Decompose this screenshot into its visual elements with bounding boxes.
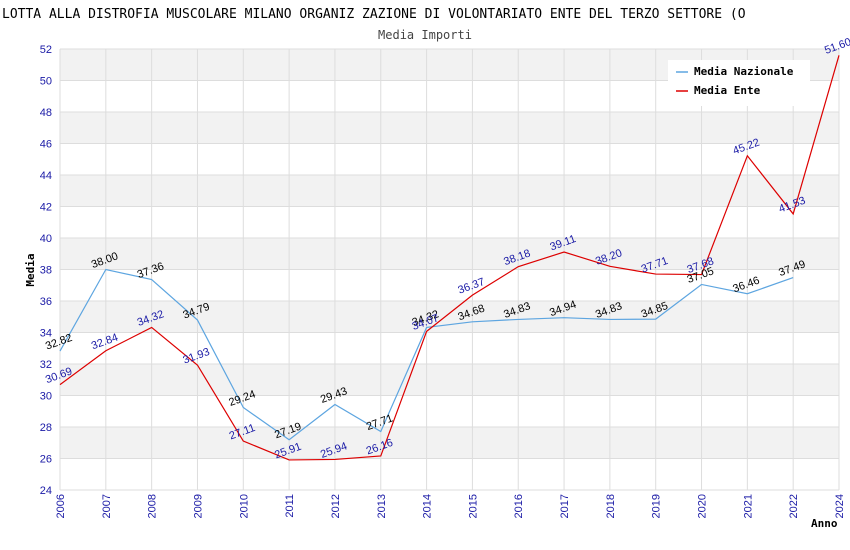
y-tick-label: 34	[40, 328, 52, 340]
x-tick-label: 2019	[651, 494, 663, 518]
y-tick-label: 38	[40, 265, 52, 277]
y-tick-label: 40	[40, 233, 52, 245]
grid-band	[60, 301, 839, 333]
grid-band	[60, 364, 839, 396]
legend-box	[668, 60, 810, 106]
x-axis-label: Anno	[811, 517, 838, 530]
grid-band	[60, 238, 839, 270]
x-axis-ticks: 2006 2007 2008 2009 2010 2011 2012 2013 2014 2015…	[55, 494, 846, 518]
x-tick-label: 2024	[834, 494, 846, 518]
y-tick-label: 42	[40, 202, 52, 214]
grid-band	[60, 206, 839, 238]
x-tick-label: 2021	[742, 494, 754, 518]
grid-band	[60, 427, 839, 459]
x-tick-label: 2013	[376, 494, 388, 518]
x-tick-label: 2009	[192, 494, 204, 518]
x-tick-label: 2020	[697, 494, 709, 518]
grid-band	[60, 458, 839, 490]
x-tick-label: 2016	[513, 494, 525, 518]
x-tick-label: 2018	[605, 494, 617, 518]
legend-label-media-ente: Media Ente	[694, 84, 761, 97]
grid-lines	[59, 48, 840, 491]
x-tick-label: 2008	[147, 494, 159, 518]
x-tick-label: 2017	[559, 494, 571, 518]
x-tick-label: 2012	[330, 494, 342, 518]
y-tick-label: 30	[40, 391, 52, 403]
grid-band	[60, 143, 839, 175]
chart-subtitle: Media Importi	[378, 28, 472, 42]
y-tick-label: 46	[40, 139, 52, 151]
x-tick-label: 2022	[788, 494, 800, 518]
x-tick-label: 2011	[284, 494, 296, 518]
y-tick-label: 24	[40, 485, 52, 497]
y-axis-label: Media	[24, 253, 37, 286]
x-tick-label: 2010	[238, 494, 250, 518]
y-tick-label: 32	[40, 359, 52, 371]
grid-band	[60, 269, 839, 301]
legend-label-media-nazionale: Media Nazionale	[694, 65, 794, 78]
grid-band	[60, 395, 839, 427]
x-tick-label: 2015	[467, 494, 479, 518]
y-axis-ticks: 24 26 28 30 32 34 36 38 40 42 44 46 48 50 52	[40, 44, 52, 497]
chart-title: LOTTA ALLA DISTROFIA MUSCOLARE MILANO OR…	[2, 7, 746, 22]
y-tick-label: 52	[40, 44, 52, 56]
y-tick-label: 28	[40, 422, 52, 434]
series-line-media-nazionale	[59, 268, 794, 441]
grid-band	[60, 112, 839, 144]
x-tick-label: 2006	[55, 494, 67, 518]
y-tick-label: 48	[40, 107, 52, 119]
plot-background	[60, 49, 839, 490]
series-lines	[59, 55, 840, 461]
x-tick-label: 2007	[101, 494, 113, 518]
y-tick-label: 36	[40, 296, 52, 308]
x-tick-label: 2014	[422, 494, 434, 518]
y-tick-label: 26	[40, 454, 52, 466]
grid-band	[60, 175, 839, 207]
y-tick-label: 44	[40, 170, 52, 182]
legend: Media Nazionale Media Ente	[668, 60, 810, 106]
series-line-media-ente	[59, 55, 840, 461]
y-tick-label: 50	[40, 76, 52, 88]
